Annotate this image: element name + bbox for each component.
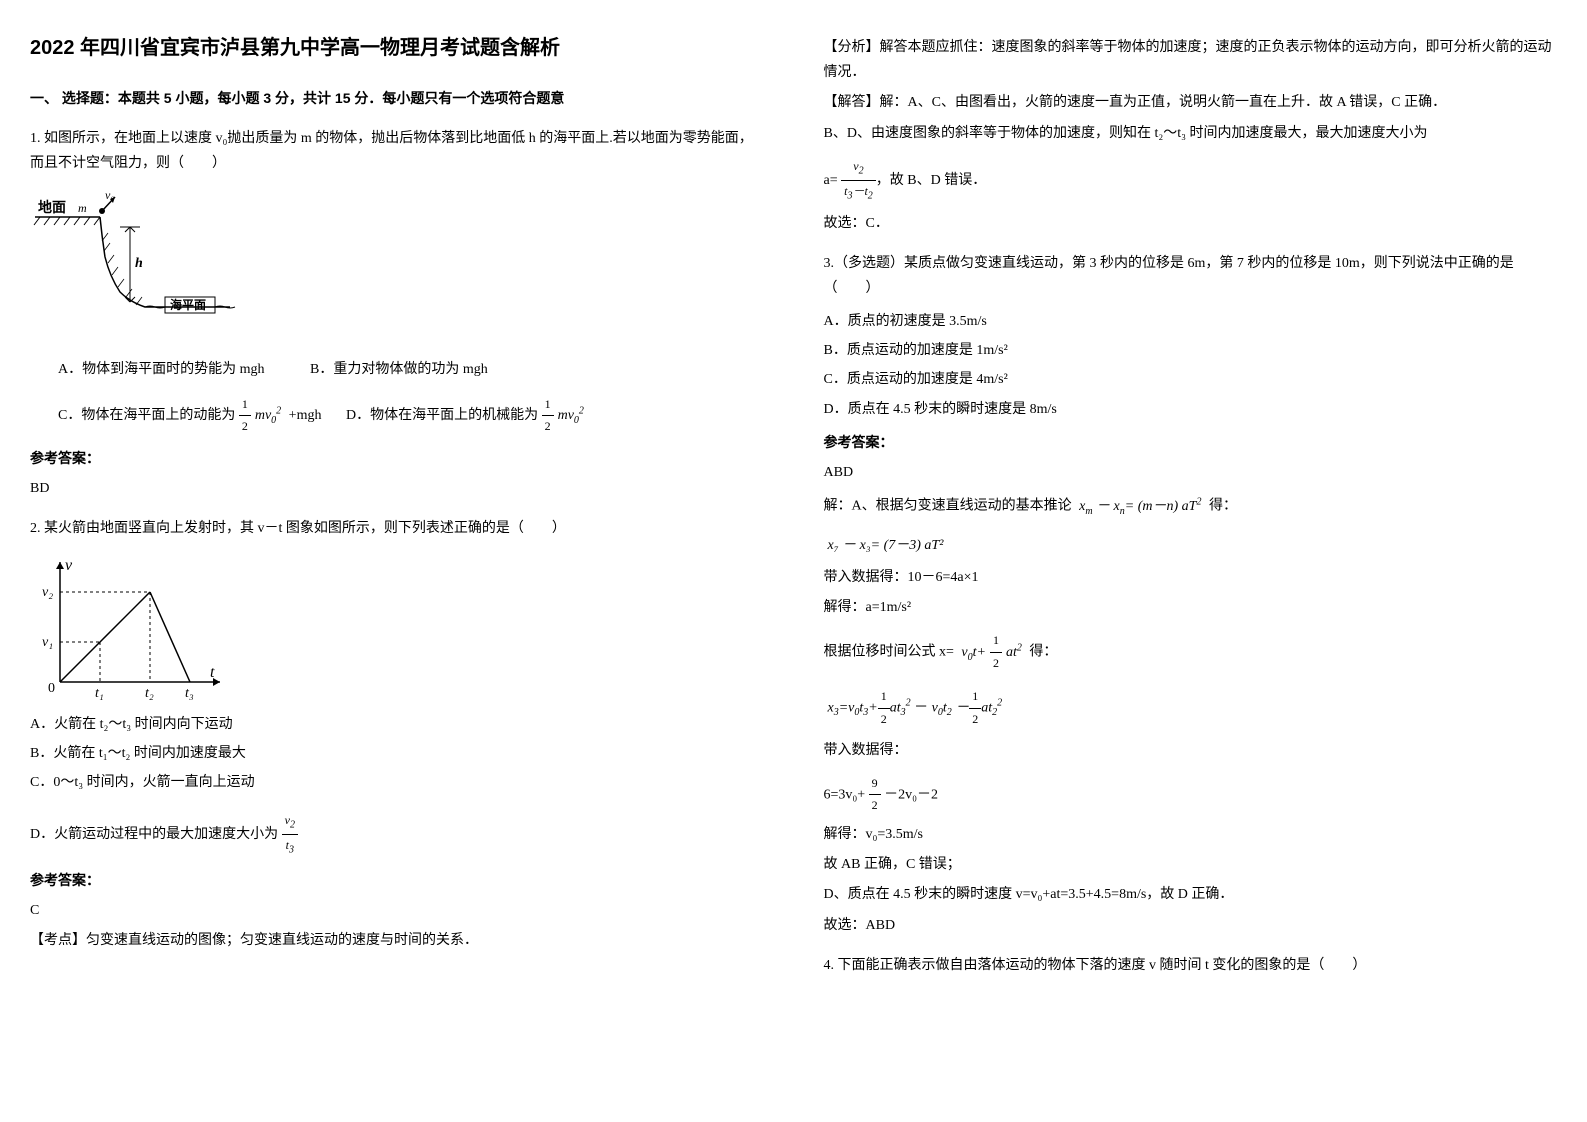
right-column: 【分析】解答本题应抓住：速度图象的斜率等于物体的加速度；速度的正负表示物体的运动… [824,30,1558,993]
q1-optC-suffix: +mgh [285,408,321,423]
q3-sol-line5: 解得：v₀=3.5m/s [824,822,1558,847]
q1-optA: A．物体到海平面时的势能为 mgh [58,362,265,377]
sea-label: 海平面 [170,297,206,312]
q2-text: 2. 某火箭由地面竖直向上发射时，其 v－t 图象如图所示，则下列表述正确的是（… [30,516,764,541]
q1-optD-prefix: D．物体在海平面上的机械能为 [346,408,542,423]
q3-options: A．质点的初速度是 3.5m/s B．质点运动的加速度是 1m/s² C．质点运… [824,309,1558,422]
q2-optC: C．0～t₃ 时间内，火箭一直向上运动 [30,770,764,795]
t-axis-label: t [210,664,215,681]
page-container: 2022 年四川省宜宾市泸县第九中学高一物理月考试题含解析 一、 选择题：本题共… [30,30,1557,993]
ground-label: 地面 [38,199,66,216]
q3-optC: C．质点运动的加速度是 4m/s² [824,367,1558,392]
q3-sol-line1: 带入数据得：10－6=4a×1 [824,565,1558,590]
q3-sol-line4: 6=3v₀+ 92 －2v₀－2 [824,773,1558,817]
q3-sol-line3: 带入数据得： [824,738,1558,763]
q3-sol-x3eq: x3=v0t3+12at32 － v0t2 －12at22 [824,684,1558,732]
q3-sol-line2: 解得：a=1m/s² [824,595,1558,620]
v2-label: v₂ [42,585,53,600]
q2-answer: C [30,898,764,923]
q1-text: 1. 如图所示，在地面上以速度 v₀抛出质量为 m 的物体，抛出后物体落到比地面… [30,126,764,176]
ground-m-label: m [78,201,87,215]
q1-diagram: 地面 m v₀ [30,187,250,347]
q1-answer: BD [30,476,764,501]
q1-options: A．物体到海平面时的势能为 mgh B．重力对物体做的功为 mgh C．物体在海… [30,357,764,438]
q2-solution-a-eq: a= v2t3－t2，故 B、D 错误． [824,156,1558,206]
q3-answer-label: 参考答案： [824,430,1558,455]
q2-a-eq-prefix: a= [824,173,842,188]
q3-sol-disp-end: 得： [1026,645,1058,660]
question-2: 2. 某火箭由地面竖直向上发射时，其 v－t 图象如图所示，则下列表述正确的是（… [30,516,764,953]
q3-sol-line4-suffix: －2v₀－2 [881,787,938,802]
q3-answer: ABD [824,460,1558,485]
q2-optA: A．火箭在 t₂～t₃ 时间内向下运动 [30,712,764,737]
q3-text: 3.（多选题）某质点做匀变速直线运动，第 3 秒内的位移是 6m，第 7 秒内的… [824,251,1558,301]
q2-solution-header: 【解答】解：A、C、由图看出，火箭的速度一直为正值，说明火箭一直在上升．故 A … [824,90,1558,115]
question-1: 1. 如图所示，在地面上以速度 v₀抛出质量为 m 的物体，抛出后物体落到比地面… [30,126,764,501]
q1-answer-label: 参考答案： [30,446,764,471]
section-1-header: 一、 选择题：本题共 5 小题，每小题 3 分，共计 15 分．每小题只有一个选… [30,86,764,111]
q2-solution-bd: B、D、由速度图象的斜率等于物体的加速度，则知在 t₂～t₃ 时间内加速度最大，… [824,121,1558,146]
v-axis-label: v [65,557,73,574]
t2-label: t₂ [145,686,154,701]
t3-label: t₃ [185,686,194,701]
q2-optB: B．火箭在 t₁～t₂ 时间内加速度最大 [30,741,764,766]
v0-label: v₀ [105,188,115,202]
q3-sol-a: 解：A、根据匀变速直线运动的基本推论 xm － xn= (m－n) aT2 得： [824,493,1558,520]
q2-analysis: 【分析】解答本题应抓住：速度图象的斜率等于物体的加速度；速度的正负表示物体的运动… [824,35,1558,85]
question-4: 4. 下面能正确表示做自由落体运动的物体下落的速度 v 随时间 t 变化的图象的… [824,953,1558,978]
q3-sol-line6: 故 AB 正确，C 错误； [824,852,1558,877]
q2-exam-point: 【考点】匀变速直线运动的图像；匀变速直线运动的速度与时间的关系． [30,928,764,953]
q1-opt-cd: C．物体在海平面上的动能为 12mv02 +mgh D．物体在海平面上的机械能为… [30,394,764,438]
q2-conclusion: 故选：C． [824,211,1558,236]
q3-sol-a-end: 得： [1205,499,1237,514]
t1-label: t₁ [95,686,104,701]
q3-optB: B．质点运动的加速度是 1m/s² [824,338,1558,363]
q3-conclusion: 故选：ABD [824,913,1558,938]
q1-optD: D．物体在海平面上的机械能为 12mv02 [346,408,588,423]
question-3: 3.（多选题）某质点做匀变速直线运动，第 3 秒内的位移是 6m，第 7 秒内的… [824,251,1558,938]
q3-sol-disp: 根据位移时间公式 x= v0t+12at2 得： [824,630,1558,674]
q2-diagram: v t 0 v₁ v₂ t₁ t₂ t₃ [30,552,230,702]
q3-sol-eq1: x₇ － x₃= (7－3) aT² [824,531,1558,560]
q3-sol-disp-text: 根据位移时间公式 x= [824,645,958,660]
q2-bd-end: ，故 B、D 错误． [876,173,986,188]
left-column: 2022 年四川省宜宾市泸县第九中学高一物理月考试题含解析 一、 选择题：本题共… [30,30,764,993]
q2-optD-line: D．火箭运动过程中的最大加速度大小为 v2t3 [30,810,764,860]
q1-optC-prefix: C．物体在海平面上的动能为 [58,408,239,423]
q3-optD: D．质点在 4.5 秒末的瞬时速度是 8m/s [824,397,1558,422]
q4-text: 4. 下面能正确表示做自由落体运动的物体下落的速度 v 随时间 t 变化的图象的… [824,953,1558,978]
q3-sol-d: D、质点在 4.5 秒末的瞬时速度 v=v₀+at=3.5+4.5=8m/s，故… [824,882,1558,907]
h-label: h [135,256,143,271]
document-title: 2022 年四川省宜宾市泸县第九中学高一物理月考试题含解析 [30,30,764,66]
q1-opt-ab: A．物体到海平面时的势能为 mgh B．重力对物体做的功为 mgh [30,357,764,382]
q1-optB: B．重力对物体做的功为 mgh [310,362,488,377]
origin-label: 0 [48,681,55,696]
q1-optC: C．物体在海平面上的动能为 12mv02 +mgh [58,408,325,423]
q2-optD-prefix: D．火箭运动过程中的最大加速度大小为 [30,827,282,842]
q2-options: A．火箭在 t₂～t₃ 时间内向下运动 B．火箭在 t₁～t₂ 时间内加速度最大… [30,712,764,860]
q3-optA: A．质点的初速度是 3.5m/s [824,309,1558,334]
q3-sol-line4-prefix: 6=3v₀+ [824,787,869,802]
q3-sol-a-text: 解：A、根据匀变速直线运动的基本推论 [824,499,1076,514]
v1-label: v₁ [42,635,53,650]
q2-answer-label: 参考答案： [30,868,764,893]
